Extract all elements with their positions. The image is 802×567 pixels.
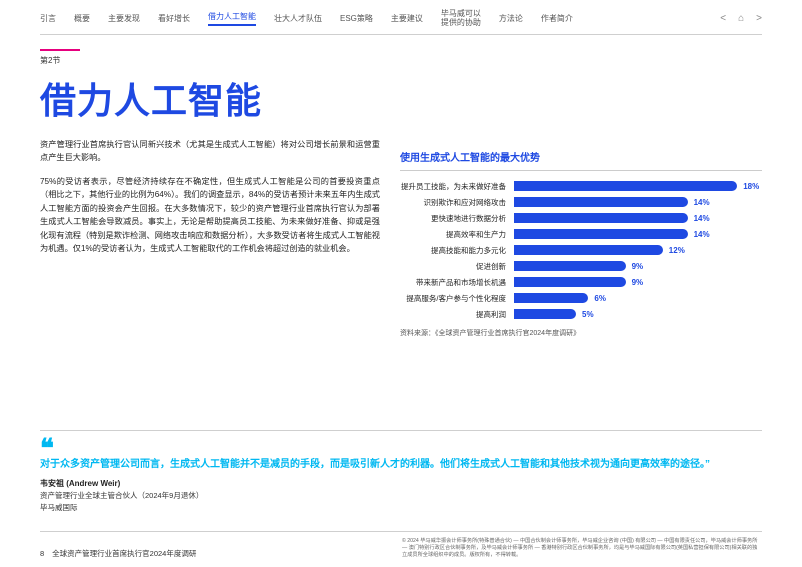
quote-author: 韦安祖 (Andrew Weir)	[40, 478, 762, 489]
chart-underline	[400, 170, 762, 171]
bar-row: 提高服务/客户参与个性化程度 6%	[400, 293, 762, 304]
bar-row: 提高效率和生产力 14%	[400, 229, 762, 240]
nav-icons: < ⌂ >	[720, 13, 762, 24]
next-page-icon[interactable]: >	[756, 13, 762, 24]
copyright: © 2024 毕马威华振会计师事务所(特殊普通合伙) — 中国合伙制会计师事务所…	[402, 538, 762, 559]
nav-item[interactable]: 毕马威可以 提供的协助	[441, 10, 481, 28]
bar-row: 更快速地进行数据分析 14%	[400, 213, 762, 224]
bar	[514, 293, 588, 303]
nav-item[interactable]: 引言	[40, 13, 56, 24]
bar	[514, 245, 663, 255]
nav-item[interactable]: 概要	[74, 13, 90, 24]
bar	[514, 197, 688, 207]
quote-divider	[40, 430, 762, 431]
bar-value: 5%	[582, 310, 594, 319]
chart-title: 使用生成式人工智能的最大优势	[400, 149, 762, 164]
bar-chart: 提升员工技能，为未来做好准备18%识别欺诈和应对网络攻击14%更快速地进行数据分…	[400, 181, 762, 320]
bar-track: 14%	[514, 229, 762, 239]
bar-track: 18%	[514, 181, 762, 191]
bar	[514, 309, 576, 319]
bar-value: 6%	[594, 294, 606, 303]
paragraph: 资产管理行业首席执行官认同新兴技术（尤其是生成式人工智能）将对公司增长前景和运营…	[40, 138, 380, 165]
quote-org: 毕马威国际	[40, 502, 762, 513]
nav-item[interactable]: 主要建议	[391, 13, 423, 24]
bar	[514, 261, 626, 271]
page-number: 8	[40, 549, 44, 558]
section-label: 第2节	[40, 55, 380, 66]
quote-mark-icon: ❝	[40, 439, 762, 457]
home-icon[interactable]: ⌂	[738, 13, 744, 24]
bar-row: 促进创新 9%	[400, 261, 762, 272]
bar-value: 12%	[669, 246, 685, 255]
bar-label: 更快速地进行数据分析	[400, 213, 510, 224]
bar-value: 14%	[694, 230, 710, 239]
top-nav: 引言 概要 主要发现 看好增长 借力人工智能 壮大人才队伍 ESG策略 主要建议…	[0, 0, 802, 34]
doc-title: 全球资产管理行业首席执行官2024年度调研	[52, 548, 196, 559]
quote-block: ❝ 对于众多资产管理公司而言，生成式人工智能并不是减员的手段，而是吸引新人才的利…	[40, 430, 762, 513]
footer: 8 全球资产管理行业首席执行官2024年度调研 © 2024 毕马威华振会计师事…	[40, 531, 762, 559]
bar	[514, 229, 688, 239]
body-text: 资产管理行业首席执行官认同新兴技术（尤其是生成式人工智能）将对公司增长前景和运营…	[40, 138, 380, 256]
bar-label: 识别欺诈和应对网络攻击	[400, 197, 510, 208]
bar-track: 14%	[514, 197, 762, 207]
nav-item[interactable]: 主要发现	[108, 13, 140, 24]
section-accent	[40, 49, 80, 51]
bar-value: 9%	[632, 262, 644, 271]
bar-label: 提高效率和生产力	[400, 229, 510, 240]
bar-value: 14%	[694, 198, 710, 207]
bar	[514, 277, 626, 287]
bar-track: 9%	[514, 277, 762, 287]
nav-item[interactable]: 壮大人才队伍	[274, 13, 322, 24]
nav-item[interactable]: 方法论	[499, 13, 523, 24]
left-column: 第2节 借力人工智能 资产管理行业首席执行官认同新兴技术（尤其是生成式人工智能）…	[40, 49, 380, 338]
bar-label: 提高利润	[400, 309, 510, 320]
bar-row: 提升员工技能，为未来做好准备 18%	[400, 181, 762, 192]
bar-track: 14%	[514, 213, 762, 223]
right-column: 使用生成式人工智能的最大优势 提升员工技能，为未来做好准备 18% 识别欺诈和应对网…	[400, 49, 762, 338]
bar-label: 促进创新	[400, 261, 510, 272]
bar-value: 9%	[632, 278, 644, 287]
quote-text: 对于众多资产管理公司而言，生成式人工智能并不是减员的手段，而是吸引新人才的利器。…	[40, 457, 762, 472]
nav-item-active[interactable]: 借力人工智能	[208, 11, 256, 26]
footer-left: 8 全球资产管理行业首席执行官2024年度调研	[40, 548, 196, 559]
bar-label: 提升员工技能，为未来做好准备	[400, 181, 510, 192]
quote-role: 资产管理行业全球主管合伙人（2024年9月退休）	[40, 490, 762, 501]
bar-row: 带来新产品和市场增长机遇 9%	[400, 277, 762, 288]
nav-item[interactable]: ESG策略	[340, 13, 373, 24]
bar-track: 6%	[514, 293, 762, 303]
nav-item[interactable]: 作者简介	[541, 13, 573, 24]
prev-page-icon[interactable]: <	[720, 13, 726, 24]
bar-label: 提高服务/客户参与个性化程度	[400, 293, 510, 304]
bar-label: 提高技能和能力多元化	[400, 245, 510, 256]
chart-source: 资料来源：《全球资产管理行业首席执行官2024年度调研》	[400, 328, 762, 338]
bar	[514, 213, 688, 223]
page-body: 第2节 借力人工智能 资产管理行业首席执行官认同新兴技术（尤其是生成式人工智能）…	[0, 35, 802, 338]
bar-label: 带来新产品和市场增长机遇	[400, 277, 510, 288]
nav-item[interactable]: 看好增长	[158, 13, 190, 24]
paragraph: 75%的受访者表示，尽管经济持续存在不确定性，但生成式人工智能是公司的首要投资重…	[40, 175, 380, 256]
bar-value: 14%	[694, 214, 710, 223]
bar-track: 12%	[514, 245, 762, 255]
bar-track: 9%	[514, 261, 762, 271]
bar	[514, 181, 737, 191]
page-title: 借力人工智能	[40, 72, 380, 124]
bar-row: 提高技能和能力多元化 12%	[400, 245, 762, 256]
bar-row: 识别欺诈和应对网络攻击 14%	[400, 197, 762, 208]
bar-value: 18%	[743, 182, 759, 191]
bar-track: 5%	[514, 309, 762, 319]
bar-row: 提高利润 5%	[400, 309, 762, 320]
